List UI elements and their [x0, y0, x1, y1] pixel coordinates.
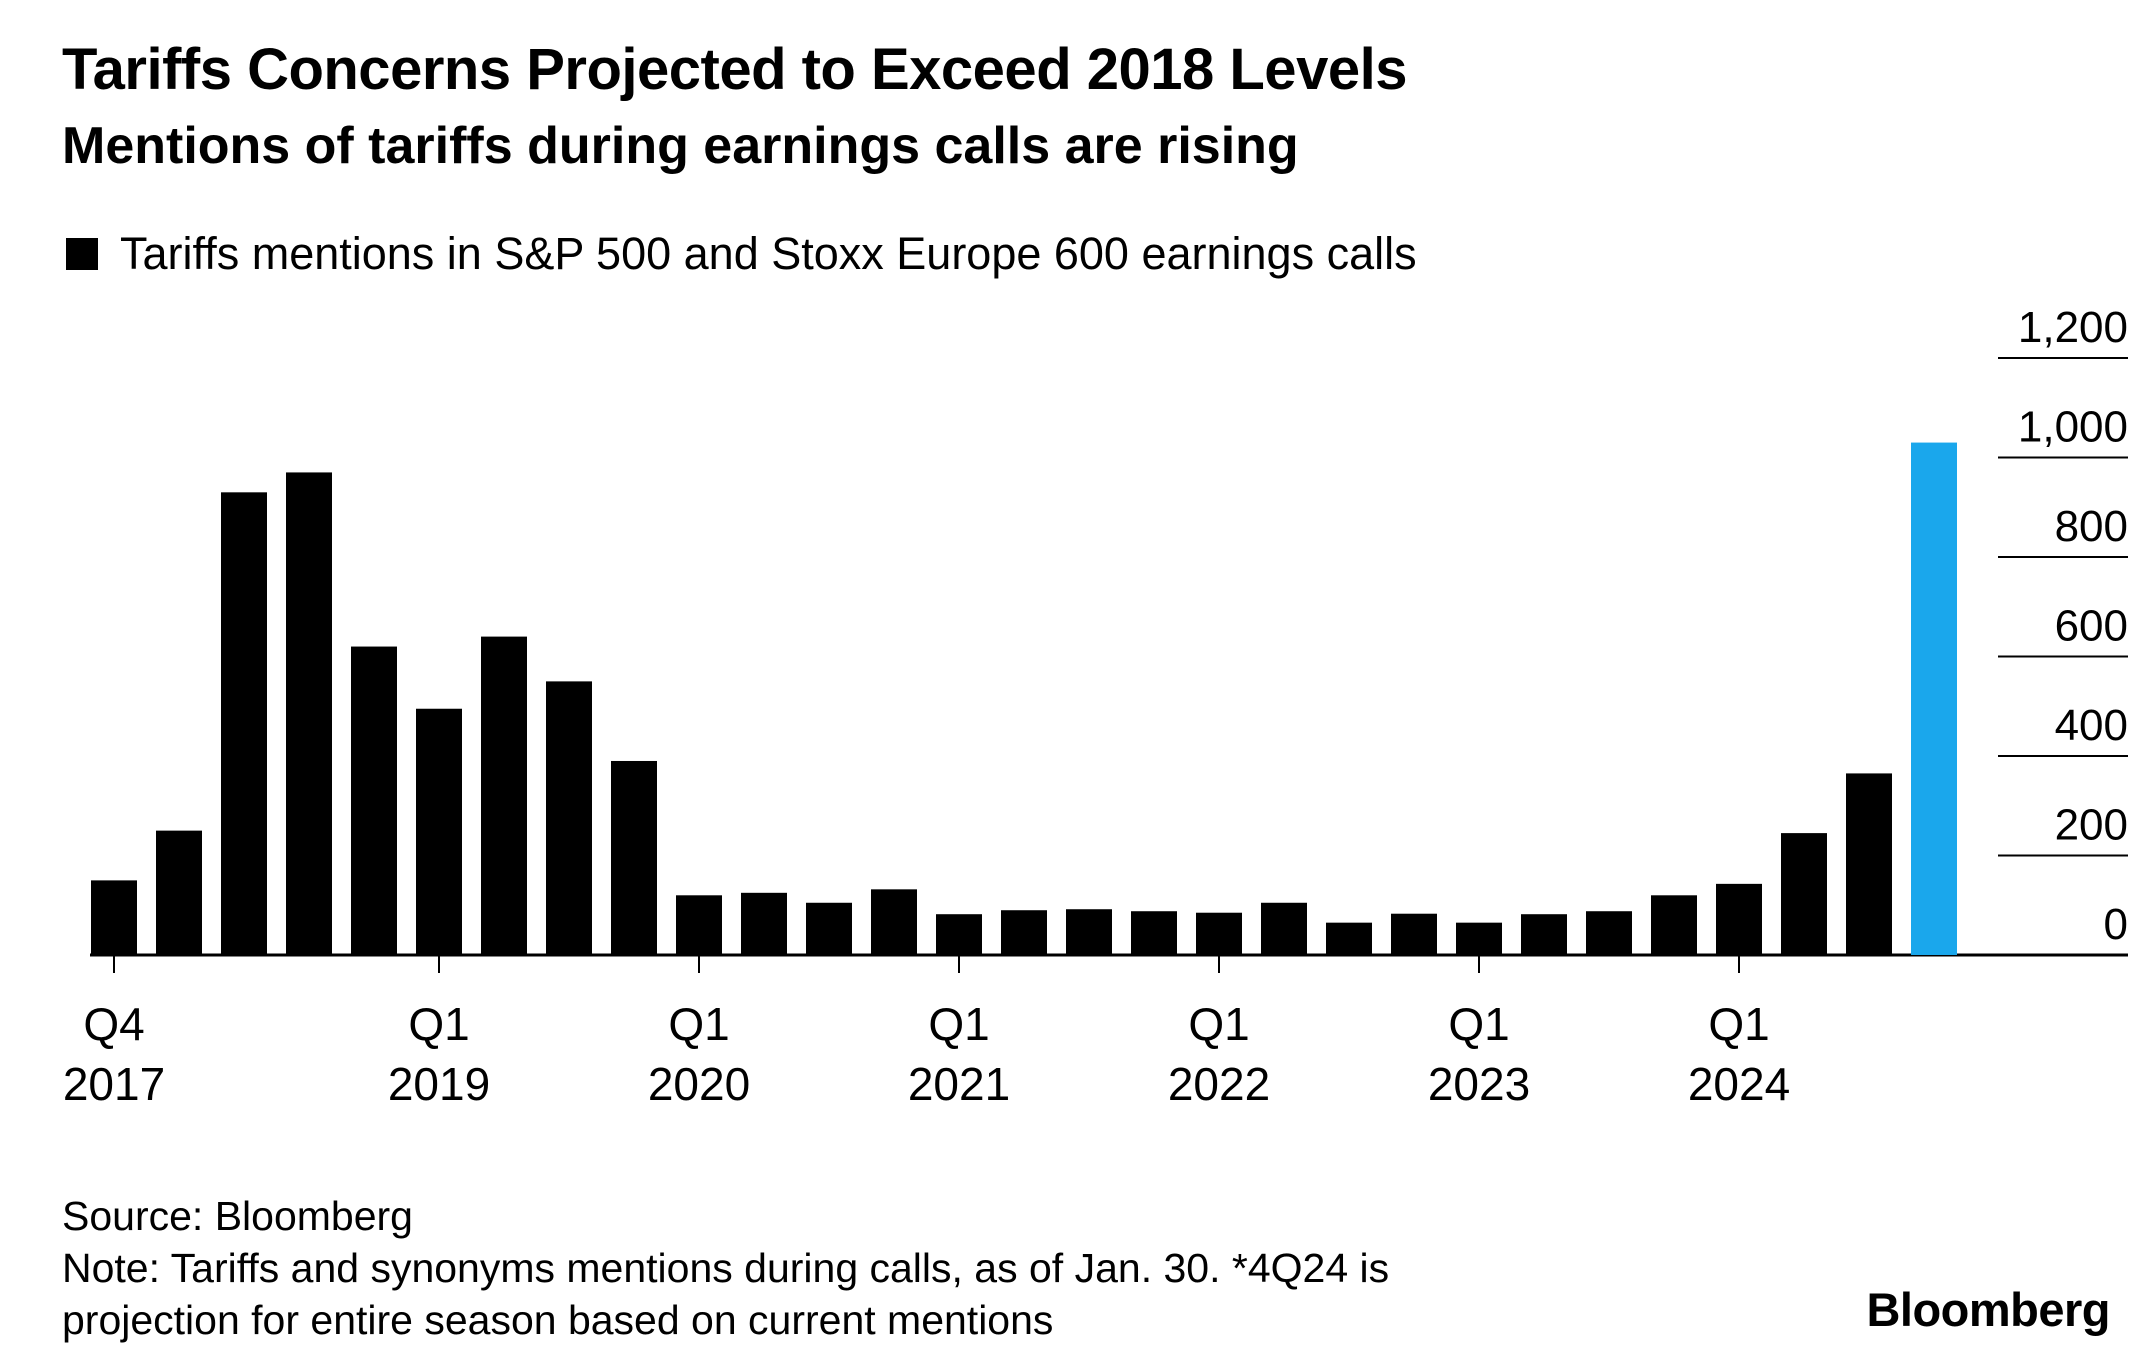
bar — [91, 880, 137, 955]
y-tick-label: 600 — [2055, 602, 2128, 651]
bar — [1456, 922, 1502, 955]
bar — [286, 472, 332, 955]
chart-subtitle: Mentions of tariffs during earnings call… — [62, 117, 1299, 175]
bar — [1391, 913, 1437, 955]
legend-label: Tariffs mentions in S&P 500 and Stoxx Eu… — [120, 228, 1417, 279]
bars — [91, 442, 1957, 955]
bar — [1651, 895, 1697, 955]
x-tick-label: Q1 — [668, 998, 729, 1050]
bar — [156, 830, 202, 955]
bar-projection — [1911, 442, 1957, 955]
bar — [1781, 833, 1827, 955]
bar — [221, 492, 267, 955]
chart-title: Tariffs Concerns Projected to Exceed 201… — [62, 37, 1407, 102]
footnote-line-1: Note: Tariffs and synonyms mentions duri… — [62, 1245, 1390, 1291]
source-note: Source: Bloomberg — [62, 1193, 413, 1239]
bar — [1261, 902, 1307, 955]
bar — [676, 895, 722, 955]
bar — [806, 902, 852, 955]
y-axis-labels: 0 200 400 600 800 1,000 1,200 — [2018, 303, 2128, 949]
y-tick-label: 0 — [2104, 900, 2128, 949]
bar — [1131, 911, 1177, 955]
bar — [1521, 914, 1567, 955]
bar — [741, 892, 787, 955]
x-tick-label: Q4 — [83, 998, 144, 1050]
x-tick-label: 2019 — [388, 1058, 490, 1110]
x-tick-label: Q1 — [928, 998, 989, 1050]
y-tick-label: 1,200 — [2018, 303, 2128, 352]
x-tick-label: Q1 — [1448, 998, 1509, 1050]
bar — [546, 681, 592, 955]
x-tick-label: 2024 — [1688, 1058, 1790, 1110]
x-tick-label: 2022 — [1168, 1058, 1270, 1110]
bar — [1196, 912, 1242, 955]
bar — [936, 914, 982, 955]
x-tick-label: Q1 — [1188, 998, 1249, 1050]
bar — [1066, 909, 1112, 955]
y-tick-label: 1,000 — [2018, 403, 2128, 452]
x-tick-label: 2021 — [908, 1058, 1010, 1110]
y-tick-label: 800 — [2055, 502, 2128, 551]
legend: Tariffs mentions in S&P 500 and Stoxx Eu… — [66, 228, 1417, 280]
x-tick-label: 2017 — [63, 1058, 165, 1110]
bar — [1586, 911, 1632, 955]
bar — [416, 708, 462, 955]
footnote-line-2: projection for entire season based on cu… — [62, 1297, 1054, 1343]
x-tick-label: 2023 — [1428, 1058, 1530, 1110]
bar — [1716, 883, 1762, 955]
x-axis-labels: Q4 2017 Q1 2019 Q1 2020 Q1 2021 Q1 2022 Q1 2023 Q1 20… — [63, 955, 1790, 1110]
bar — [481, 636, 527, 955]
bar — [1846, 773, 1892, 955]
x-tick-label: Q1 — [408, 998, 469, 1050]
x-tick-label: 2020 — [648, 1058, 750, 1110]
y-tick-label: 200 — [2055, 801, 2128, 850]
bar — [871, 889, 917, 955]
x-tick-label: Q1 — [1708, 998, 1769, 1050]
y-tick-label: 400 — [2055, 701, 2128, 750]
bar — [1326, 922, 1372, 955]
bar — [351, 646, 397, 955]
bloomberg-logo: Bloomberg — [1866, 1283, 2110, 1336]
bar — [1001, 910, 1047, 955]
bar — [611, 760, 657, 955]
legend-swatch — [66, 238, 98, 270]
